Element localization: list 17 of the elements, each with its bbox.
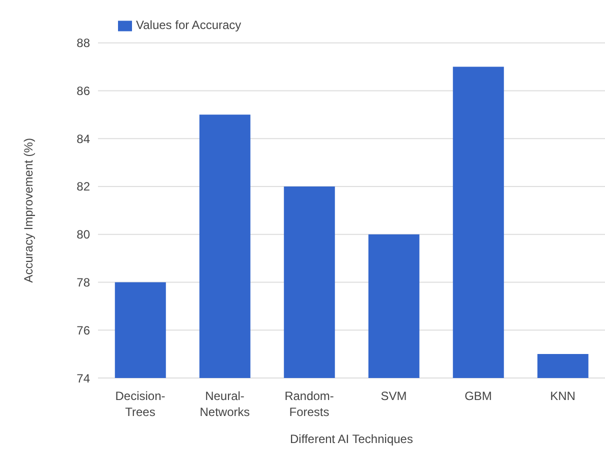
x-tick-label: Neural-Networks xyxy=(200,389,250,419)
y-tick-label: 82 xyxy=(76,180,90,194)
y-tick-label: 88 xyxy=(76,36,90,50)
x-tick-label: SVM xyxy=(380,389,407,403)
x-tick-label: Decision-Trees xyxy=(115,389,166,419)
y-tick-label: 78 xyxy=(76,275,90,290)
x-axis-title: Different AI Techniques xyxy=(290,432,413,446)
legend-label: Values for Accuracy xyxy=(136,18,242,32)
x-tick-label: KNN xyxy=(550,389,576,403)
y-axis-title: Accuracy Improvement (%) xyxy=(21,138,36,283)
y-tick-label: 74 xyxy=(76,371,90,386)
y-tick-label: 84 xyxy=(76,132,90,146)
x-tick-label: Random-Forests xyxy=(284,389,334,419)
y-tick-label: 80 xyxy=(76,228,90,242)
x-tick-label: GBM xyxy=(464,389,492,403)
y-tick-label: 76 xyxy=(76,323,90,338)
y-tick-label: 86 xyxy=(76,84,90,98)
